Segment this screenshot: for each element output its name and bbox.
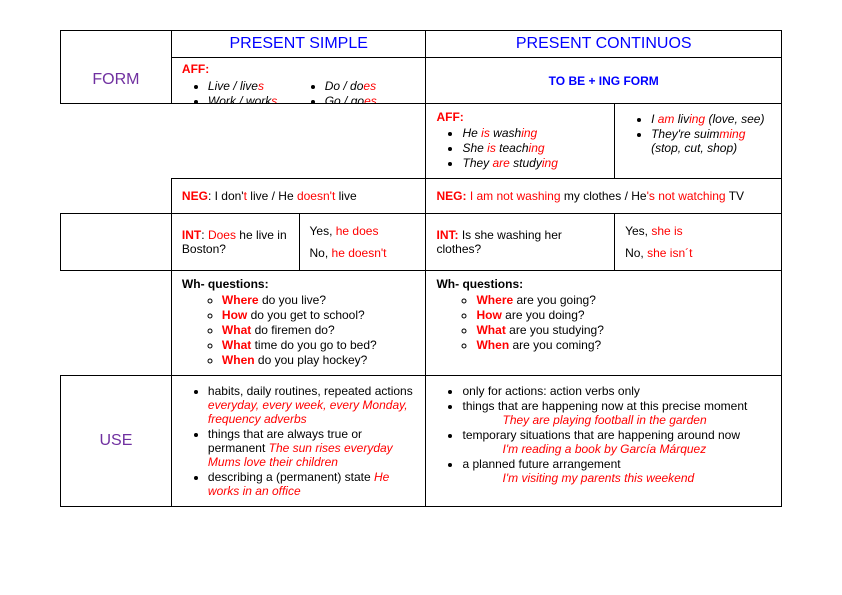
cont-int-q: INT: Is she washing her clothes? (426, 214, 615, 271)
cont-aff-cell-2: I am living (love, see)They're suimming … (615, 104, 782, 179)
wh-item: When are you coming? (476, 338, 771, 352)
simple-wh: Wh- questions: Where do you live?How do … (171, 271, 426, 376)
aff-item: She is teaching (462, 141, 604, 155)
aff-label: AFF: (182, 62, 209, 76)
use-item: a planned future arrangementI'm visiting… (462, 457, 771, 485)
wh-item: What are you studying? (476, 323, 771, 337)
empty-cell (171, 104, 426, 179)
use-label: USE (61, 376, 172, 507)
header-present-simple: PRESENT SIMPLE (171, 31, 426, 58)
header-present-continuous: PRESENT CONTINUOS (426, 31, 782, 58)
aff-item: I am living (love, see) (651, 112, 771, 126)
use-item: only for actions: action verbs only (462, 384, 771, 398)
wh-item: What do firemen do? (222, 323, 416, 337)
grammar-table: PRESENT SIMPLE PRESENT CONTINUOS FORM AF… (60, 30, 782, 507)
empty-cell (61, 214, 172, 271)
simple-neg: NEG: I don't live / He doesn't live (171, 179, 426, 214)
simple-int-a: Yes, he does No, he doesn't (299, 214, 426, 271)
cont-use: only for actions: action verbs onlything… (426, 376, 782, 507)
use-item: describing a (permanent) state He works … (208, 470, 416, 498)
simple-int-q: INT: Does he live in Boston? (171, 214, 299, 271)
wh-item: What time do you go to bed? (222, 338, 416, 352)
aff-item: Do / does (325, 79, 416, 93)
cont-wh: Wh- questions: Where are you going?How a… (426, 271, 782, 376)
use-item: temporary situations that are happening … (462, 428, 771, 456)
wh-item: Where are you going? (476, 293, 771, 307)
cont-aff-cell-1: AFF: He is washingShe is teachingThey ar… (426, 104, 615, 179)
cont-int-a: Yes, she is No, she isn´t (615, 214, 782, 271)
aff-item: Go / goes (325, 94, 416, 104)
aff-item: They are studying (462, 156, 604, 170)
use-item: things that are happening now at this pr… (462, 399, 771, 427)
wh-item: When do you play hockey? (222, 353, 416, 367)
aff-item: Work / works (208, 94, 299, 104)
cont-form-title: TO BE + ING FORM (426, 58, 782, 104)
empty-cell (61, 31, 172, 58)
use-item: habits, daily routines, repeated actions… (208, 384, 416, 426)
aff-item: They're suimming (stop, cut, shop) (651, 127, 771, 155)
wh-item: How do you get to school? (222, 308, 416, 322)
cont-neg: NEG: I am not washing my clothes / He's … (426, 179, 782, 214)
simple-aff-cell: AFF: Live / livesWork / works Do / doesG… (171, 58, 426, 104)
aff-item: Live / lives (208, 79, 299, 93)
wh-item: How are you doing? (476, 308, 771, 322)
use-item: things that are always true or permanent… (208, 427, 416, 469)
aff-item: He is washing (462, 126, 604, 140)
empty-cell (61, 104, 172, 179)
form-label: FORM (61, 58, 172, 104)
empty-cell (61, 179, 172, 214)
empty-cell (61, 271, 172, 376)
wh-item: Where do you live? (222, 293, 416, 307)
simple-use: habits, daily routines, repeated actions… (171, 376, 426, 507)
